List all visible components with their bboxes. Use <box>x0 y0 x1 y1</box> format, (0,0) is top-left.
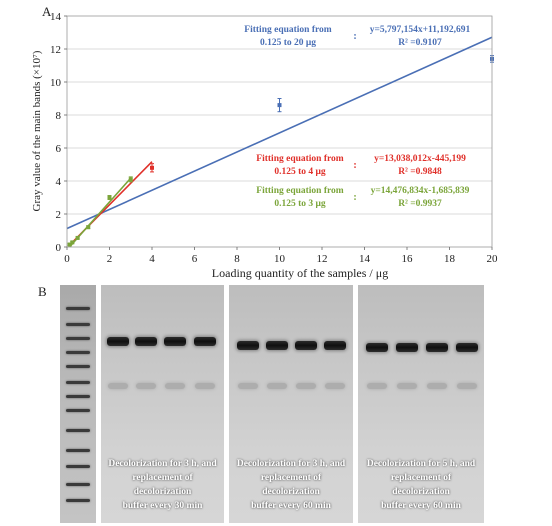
fit-1-separator: : <box>353 160 356 171</box>
gel-ladder-lane <box>60 285 96 523</box>
y-tick-label: 14 <box>50 11 62 23</box>
x-tick-label: 0 <box>64 253 70 265</box>
fit-0-label-line2: 0.125 to 20 μg <box>260 38 316 48</box>
x-tick-label: 18 <box>444 253 456 265</box>
y-tick-label: 2 <box>56 209 62 221</box>
fit-1-label-line2: 0.125 to 4 μg <box>274 167 326 177</box>
fit-2-label-line2: 0.125 to 3 μg <box>274 199 326 209</box>
point-marker <box>150 165 154 170</box>
fit-line-2 <box>69 177 132 248</box>
x-tick-label: 2 <box>107 253 113 265</box>
x-tick-label: 12 <box>317 253 328 265</box>
gel-panel-1-caption: Decolorization for 3 h, and replacement … <box>108 459 217 511</box>
fit-2-r2: R² =0.9937 <box>398 199 442 209</box>
data-point <box>128 176 133 183</box>
y-tick-label: 4 <box>56 176 62 188</box>
point-marker <box>67 242 72 247</box>
chart: 0 2 4 6 8 10 12 14 0 2 4 6 8 10 12 14 16 18 20 Loading qua… <box>31 11 498 280</box>
fit-0-label-line1: Fitting equation from <box>244 25 332 35</box>
gel-panel-3-caption: Decolorization for 5 h, and replacement … <box>366 459 476 511</box>
x-tick-label: 20 <box>487 253 499 265</box>
fit-2-separator: : <box>353 192 356 203</box>
fit-2-equation: y=14,476,834x-1,685,839 <box>371 186 470 196</box>
gel-panel-3: Decolorization for 5 h, and replacement … <box>358 285 484 523</box>
x-tick-label: 6 <box>192 253 198 265</box>
y-tick-label: 8 <box>56 110 62 122</box>
data-point <box>150 163 154 173</box>
plot-frame <box>66 15 493 248</box>
y-tick-label: 0 <box>56 242 62 254</box>
x-tick-label: 16 <box>402 253 414 265</box>
point-marker <box>128 177 133 182</box>
x-tick-label: 14 <box>359 253 371 265</box>
fit-1-equation: y=13,038,012x-445,199 <box>374 154 466 164</box>
y-axis-label: Gray value of the main bands (×10⁷) <box>31 50 43 211</box>
point-marker <box>75 235 80 240</box>
gel-panel-1: Decolorization for 3 h, and replacement … <box>101 285 224 523</box>
gel-panel-2: Decolorization for 3 h, and replacement … <box>229 285 353 523</box>
fit-0-separator: : <box>353 31 356 42</box>
fit-1-r2: R² =0.9848 <box>398 167 442 177</box>
fit-2-label-line1: Fitting equation from <box>256 186 344 196</box>
data-points <box>67 55 494 247</box>
y-tick-label: 12 <box>50 44 61 56</box>
point-marker <box>86 225 91 230</box>
fit-0-equation: y=5,797,154x+11,192,691 <box>370 25 471 35</box>
gel-panel-2-caption: Decolorization for 3 h, and replacement … <box>236 459 346 511</box>
point-marker <box>70 240 75 245</box>
x-tick-label: 10 <box>274 253 286 265</box>
fit-line-0 <box>66 36 493 230</box>
data-point <box>70 240 75 245</box>
fit-lines <box>66 36 493 248</box>
point-marker <box>277 103 282 108</box>
data-point <box>277 98 282 113</box>
panel-a-label: A <box>42 4 52 19</box>
panel-b-label: B <box>38 284 47 299</box>
axes: 0 2 4 6 8 10 12 14 0 2 4 6 8 10 12 14 16 18 20 <box>50 11 498 265</box>
y-tick-label: 6 <box>56 143 62 155</box>
data-point <box>107 195 112 200</box>
y-tick-label: 10 <box>50 77 62 89</box>
fit-1-label-line1: Fitting equation from <box>256 154 344 164</box>
fit-0-r2: R² =0.9107 <box>398 38 442 48</box>
x-axis-label: Loading quantity of the samples / μg <box>212 266 388 280</box>
data-point <box>75 235 80 240</box>
grid-layer <box>67 48 492 215</box>
x-tick-label: 4 <box>149 253 155 265</box>
x-tick-label: 8 <box>234 253 240 265</box>
data-point <box>86 225 91 230</box>
point-marker <box>107 195 112 200</box>
